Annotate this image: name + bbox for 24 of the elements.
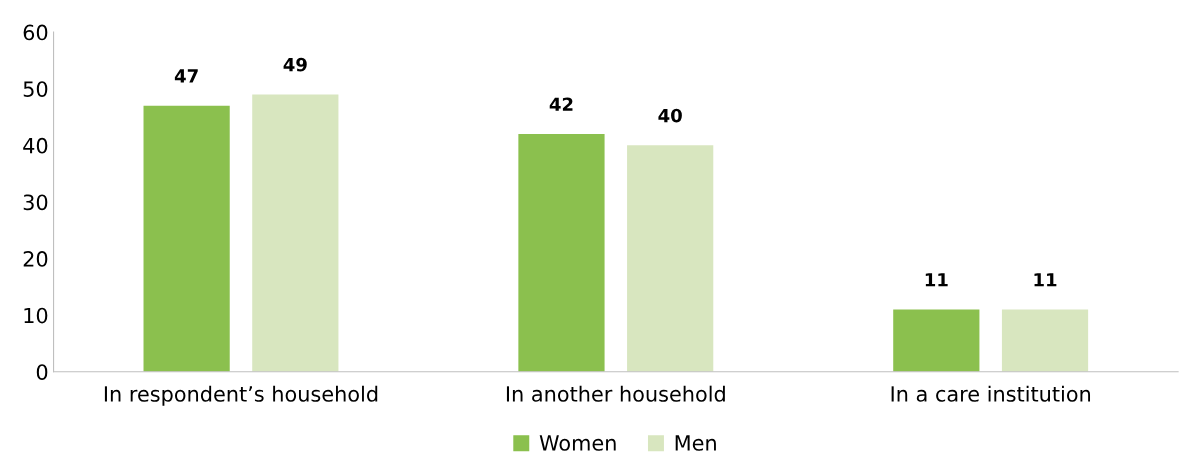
- data-label: 47: [174, 69, 198, 83]
- y-tick-label: 50: [23, 81, 48, 97]
- y-tick-label: 0: [36, 364, 48, 380]
- data-label: 40: [658, 108, 682, 123]
- data-label: 11: [1034, 273, 1057, 287]
- x-tick-label: In a care institution: [891, 385, 1091, 402]
- y-tick-label: 10: [24, 307, 48, 324]
- bar: [627, 145, 714, 372]
- x-tick-label: In respondent’s household: [104, 385, 378, 406]
- bar: [252, 94, 339, 372]
- legend-label: Men: [675, 435, 716, 451]
- y-tick-label: 40: [23, 137, 48, 154]
- x-tick-label: In another household: [506, 385, 725, 402]
- bar: [518, 134, 605, 372]
- legend-label: Women: [539, 435, 616, 451]
- bar: [893, 309, 980, 372]
- data-label: 42: [549, 97, 573, 111]
- data-label: 49: [283, 57, 307, 72]
- y-tick-label: 60: [23, 24, 48, 41]
- y-tick-label: 20: [23, 251, 48, 267]
- data-label: 11: [925, 273, 948, 287]
- bar: [143, 105, 230, 372]
- y-tick-label: 30: [23, 194, 48, 211]
- bar: [1001, 309, 1089, 372]
